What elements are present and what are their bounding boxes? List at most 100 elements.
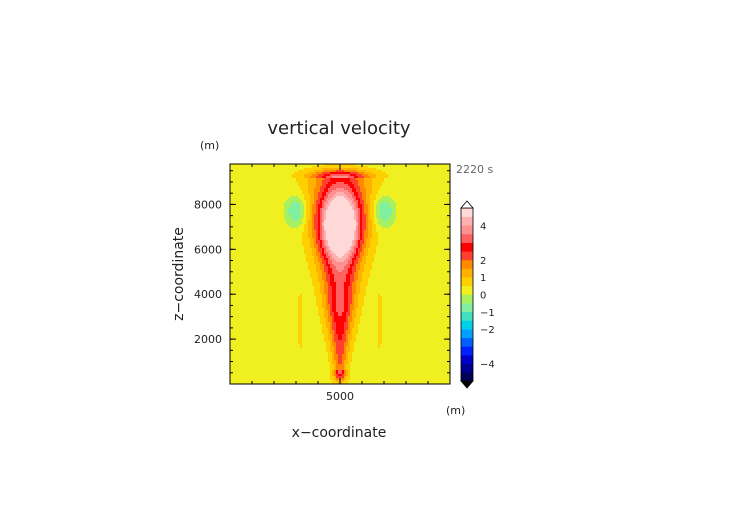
heatmap-cell	[290, 252, 293, 255]
heatmap-cell	[282, 226, 285, 229]
heatmap-cell	[400, 184, 403, 187]
heatmap-cell	[254, 212, 257, 215]
heatmap-cell	[258, 194, 261, 197]
heatmap-cell	[354, 200, 357, 203]
heatmap-cell	[278, 166, 281, 169]
heatmap-cell	[430, 208, 433, 211]
heatmap-cell	[328, 172, 331, 175]
heatmap-cell	[250, 192, 253, 195]
heatmap-cell	[402, 166, 405, 169]
heatmap-cell	[312, 196, 315, 199]
heatmap-cell	[294, 216, 297, 219]
heatmap-cell	[280, 204, 283, 207]
heatmap-cell	[370, 242, 373, 245]
heatmap-cell	[382, 168, 385, 171]
heatmap-cell	[400, 188, 403, 191]
heatmap-cell	[258, 204, 261, 207]
heatmap-cell	[316, 180, 319, 183]
heatmap-cell	[326, 232, 329, 235]
heatmap-cell	[314, 188, 317, 191]
heatmap-cell	[390, 240, 393, 243]
heatmap-cell	[336, 222, 339, 225]
heatmap-cell	[402, 168, 405, 171]
heatmap-cell	[328, 196, 331, 199]
heatmap-cell	[234, 214, 237, 217]
heatmap-cell	[398, 250, 401, 253]
heatmap-cell	[234, 174, 237, 177]
heatmap-cell	[296, 172, 299, 175]
heatmap-cell	[300, 174, 303, 177]
heatmap-cell	[352, 226, 355, 229]
heatmap-cell	[396, 170, 399, 173]
heatmap-cell	[410, 190, 413, 193]
heatmap-cell	[428, 230, 431, 233]
heatmap-cell	[406, 220, 409, 223]
heatmap-cell	[230, 206, 233, 209]
heatmap-cell	[352, 170, 355, 173]
heatmap-cell	[360, 200, 363, 203]
heatmap-cell	[364, 200, 367, 203]
heatmap-cell	[298, 222, 301, 225]
heatmap-row	[230, 164, 451, 167]
heatmap-cell	[436, 250, 439, 253]
heatmap-cell	[394, 244, 397, 247]
heatmap-cell	[378, 172, 381, 175]
heatmap-cell	[400, 240, 403, 243]
heatmap-cell	[428, 172, 431, 175]
heatmap-cell	[356, 184, 359, 187]
heatmap-cell	[426, 172, 429, 175]
heatmap-cell	[260, 234, 263, 237]
heatmap-cell	[270, 192, 273, 195]
heatmap-cell	[352, 186, 355, 189]
heatmap-cell	[442, 194, 445, 197]
heatmap-cell	[334, 188, 337, 191]
heatmap-cell	[264, 216, 267, 219]
heatmap-cell	[306, 206, 309, 209]
heatmap-cell	[272, 204, 275, 207]
heatmap-cell	[322, 246, 325, 249]
heatmap-cell	[324, 250, 327, 253]
heatmap-cell	[440, 232, 443, 235]
heatmap-cell	[336, 190, 339, 193]
heatmap-cell	[380, 252, 383, 255]
heatmap-cell	[376, 196, 379, 199]
heatmap-cell	[412, 212, 415, 215]
heatmap-cell	[308, 240, 311, 243]
heatmap-cell	[242, 198, 245, 201]
heatmap-cell	[404, 176, 407, 179]
heatmap-cell	[376, 206, 379, 209]
heatmap-cell	[340, 190, 343, 193]
heatmap-cell	[256, 238, 259, 241]
heatmap-cell	[278, 184, 281, 187]
heatmap-cell	[284, 240, 287, 243]
heatmap-cell	[396, 238, 399, 241]
heatmap-cell	[230, 220, 233, 223]
heatmap-cell	[392, 204, 395, 207]
heatmap-cell	[276, 164, 279, 167]
heatmap-cell	[266, 214, 269, 217]
heatmap-cell	[270, 170, 273, 173]
heatmap-cell	[420, 250, 423, 253]
heatmap-cell	[300, 200, 303, 203]
heatmap-cell	[294, 238, 297, 241]
heatmap-cell	[256, 192, 259, 195]
heatmap-cell	[334, 172, 337, 175]
heatmap-cell	[300, 224, 303, 227]
heatmap-cell	[266, 202, 269, 205]
heatmap-cell	[288, 214, 291, 217]
heatmap-cell	[316, 232, 319, 235]
heatmap-cell	[240, 236, 243, 239]
heatmap-cell	[296, 196, 299, 199]
heatmap-cell	[346, 252, 349, 255]
heatmap-cell	[234, 188, 237, 191]
heatmap-cell	[344, 184, 347, 187]
heatmap-cell	[352, 178, 355, 181]
heatmap-cell	[268, 236, 271, 239]
heatmap-cell	[284, 220, 287, 223]
heatmap-cell	[270, 210, 273, 213]
heatmap-cell	[332, 228, 335, 231]
heatmap-cell	[368, 176, 371, 179]
heatmap-cell	[408, 238, 411, 241]
heatmap-cell	[344, 176, 347, 179]
heatmap-cell	[374, 192, 377, 195]
